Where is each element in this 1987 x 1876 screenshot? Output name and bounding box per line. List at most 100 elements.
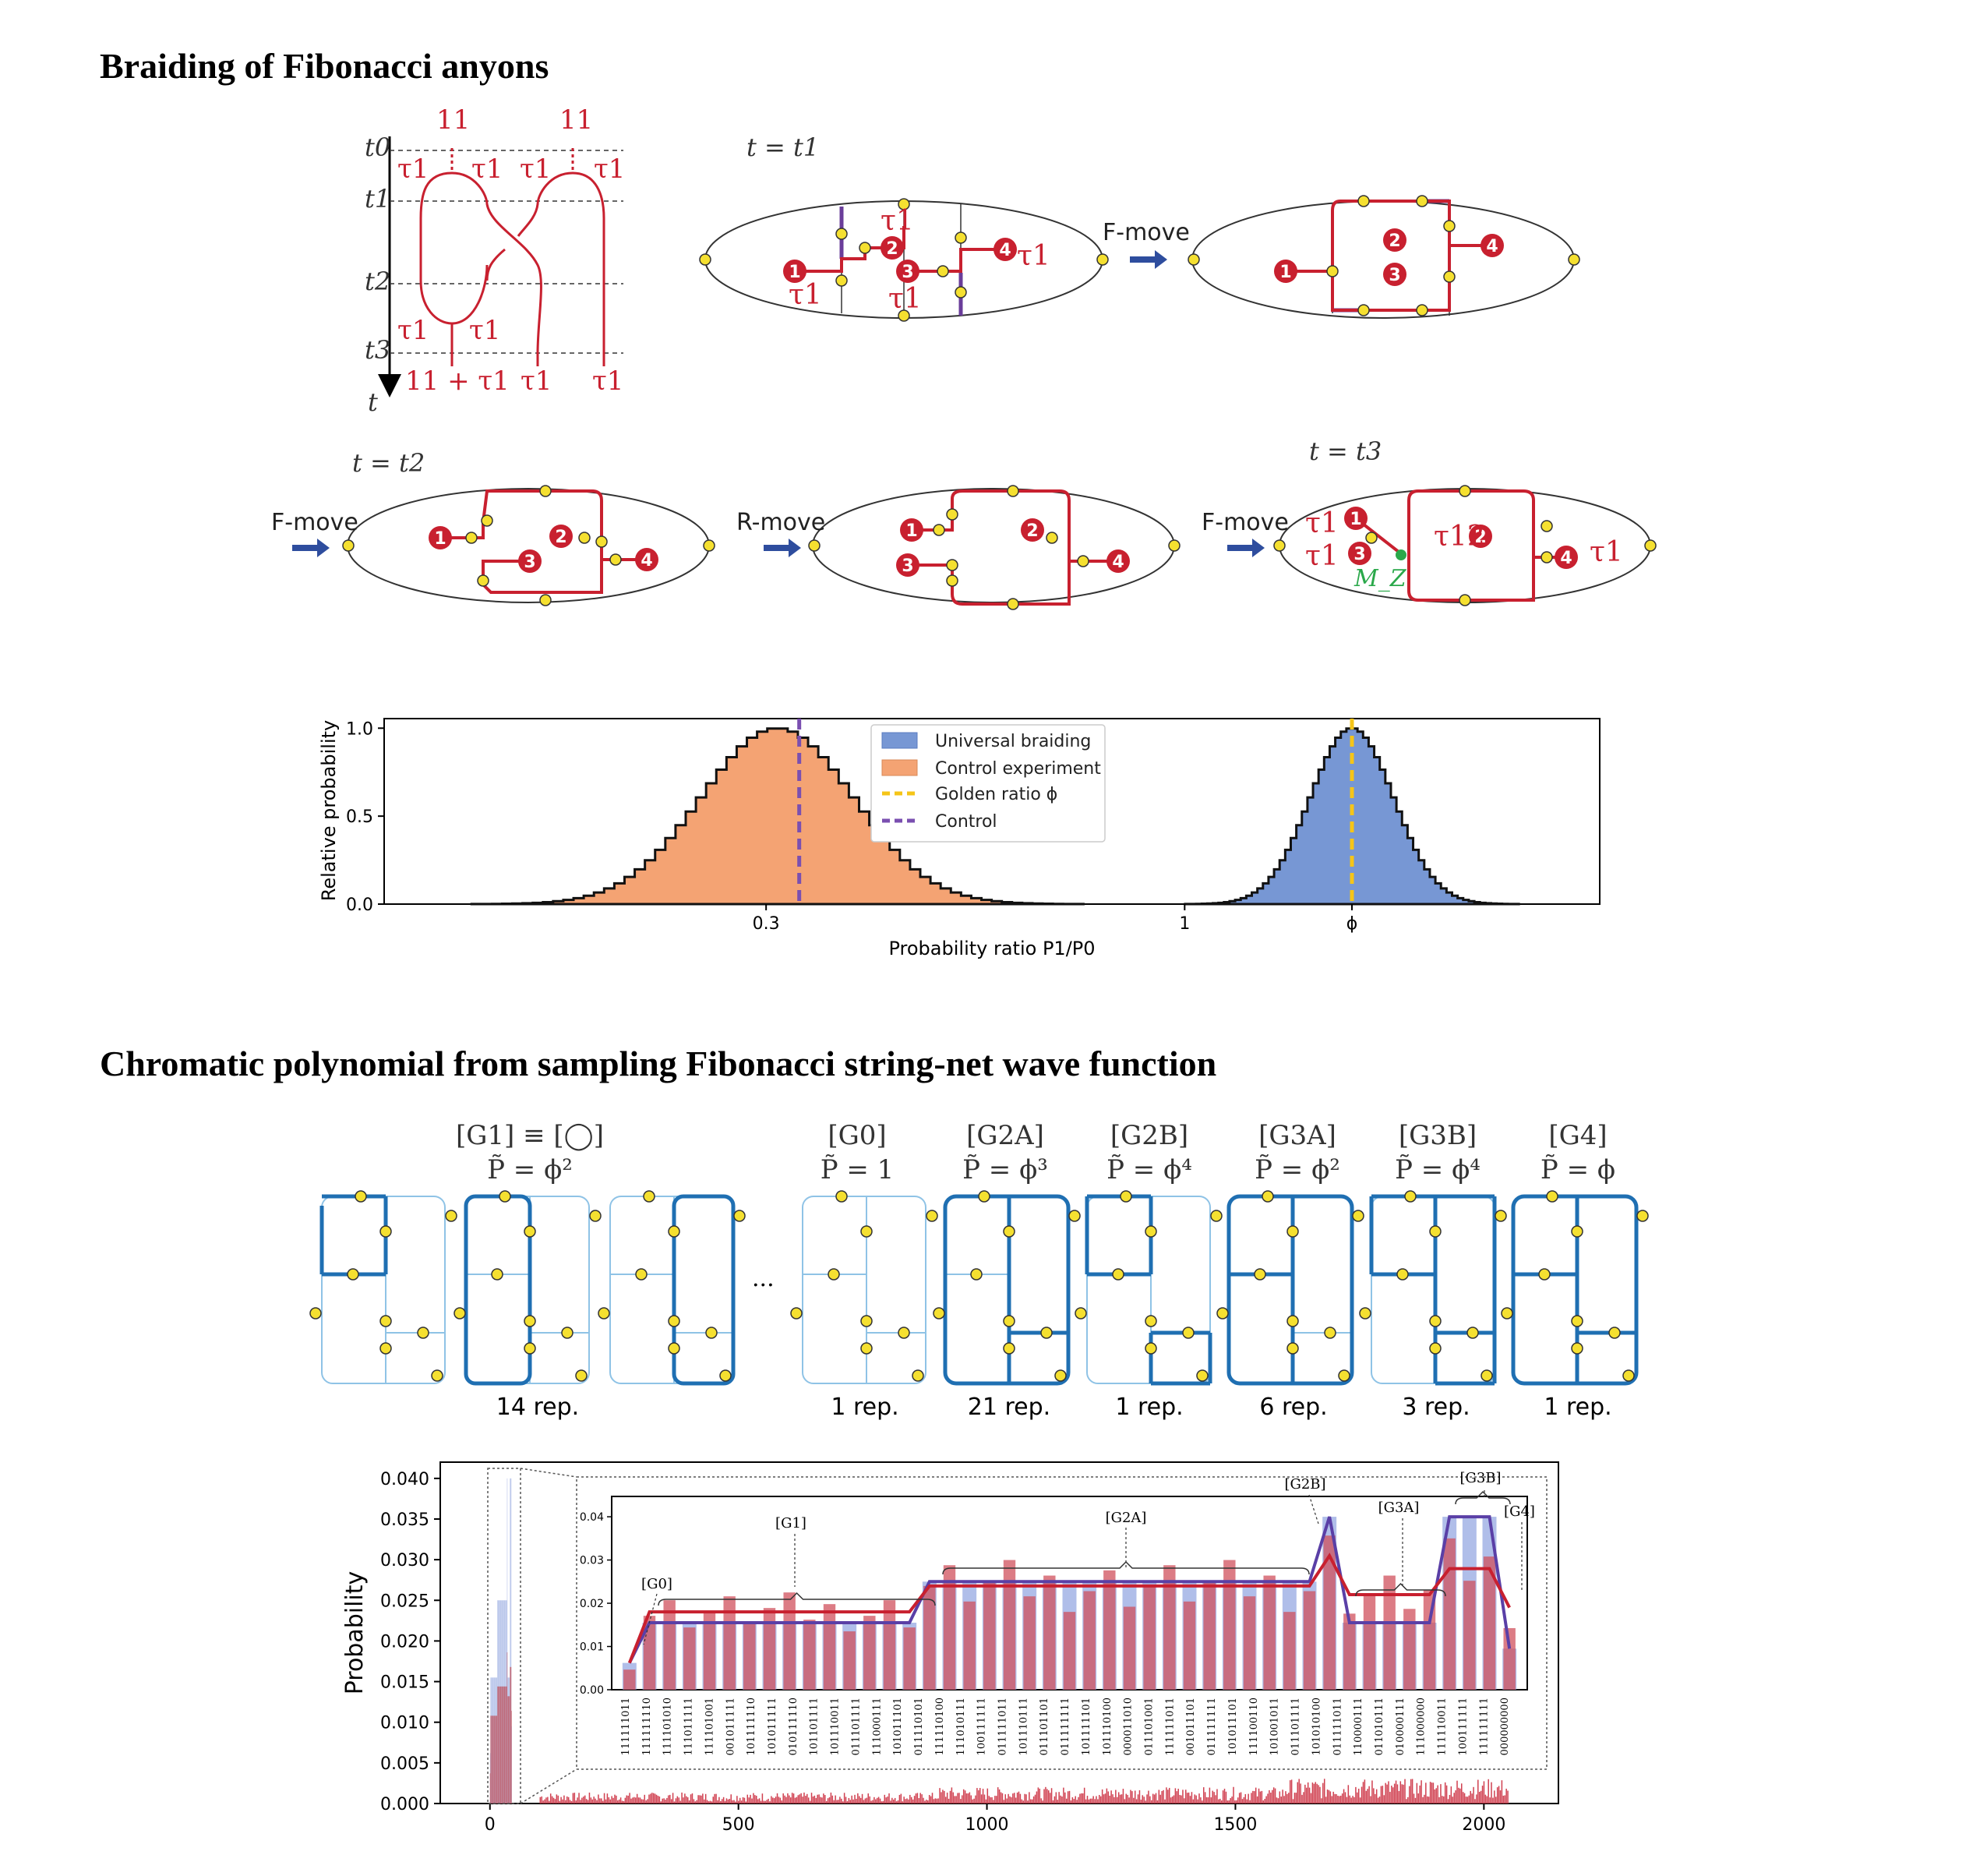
main-bar-tail (1115, 1789, 1117, 1804)
main-bar-tail (612, 1797, 614, 1804)
inset-category: 101001011 (1269, 1698, 1281, 1755)
main-bar-tail (1507, 1790, 1509, 1804)
main-bar-tail (1244, 1793, 1247, 1804)
inset-category: 001011101 (1185, 1698, 1197, 1755)
main-bar-tail (1321, 1798, 1322, 1804)
lattice-dot (1007, 485, 1019, 497)
main-bar-tail (856, 1798, 857, 1804)
inset-category: 011110101 (913, 1698, 925, 1755)
inset-bar-exp (1143, 1585, 1156, 1690)
main-bar-tail (1086, 1796, 1089, 1804)
main-bar-tail (665, 1799, 666, 1804)
main-bar-tail (652, 1793, 655, 1804)
main-bar-tail (1466, 1797, 1469, 1804)
braid-bottom-b: τ1 (521, 366, 552, 397)
main-bar-tail (863, 1800, 865, 1804)
main-bar-tail (1252, 1790, 1254, 1804)
main-bar-tail (1293, 1793, 1296, 1804)
main-bar-tail (772, 1797, 774, 1804)
main-bar-tail (679, 1800, 681, 1804)
legend-golden: Golden ratio ϕ (935, 785, 1057, 804)
inset-category: 100111111 (976, 1698, 988, 1755)
main-bar-tail (608, 1797, 610, 1804)
main-bar-tail (1198, 1793, 1200, 1804)
main-bar-tail (1401, 1784, 1403, 1804)
card-dot (598, 1307, 610, 1320)
svg-text:1: 1 (905, 521, 917, 541)
card-dot (790, 1307, 803, 1320)
main-bar-tail (1410, 1779, 1412, 1804)
main-bar-tail (1222, 1790, 1224, 1804)
main-bar-tail (1022, 1800, 1024, 1804)
main-bar-tail (1125, 1793, 1127, 1804)
graph-card-g1a (309, 1190, 457, 1384)
main-bar-tail (807, 1797, 810, 1804)
main-bar-tail (1378, 1797, 1381, 1804)
card-dot (978, 1190, 990, 1203)
main-bar-tail (979, 1788, 981, 1804)
main-bar-tail (1159, 1794, 1162, 1804)
main-bar-tail (551, 1796, 553, 1804)
main-bar-tail (619, 1797, 622, 1804)
main-bar-tail (1251, 1793, 1252, 1804)
main-bar-tail (1008, 1793, 1009, 1804)
main-bar-tail (1220, 1800, 1223, 1804)
main-bar-tail (1151, 1800, 1152, 1804)
main-bar-tail (1478, 1791, 1481, 1804)
inset-category: 101111101 (1081, 1698, 1092, 1755)
card-dot (1495, 1210, 1507, 1222)
main-bar-tail (1393, 1783, 1396, 1804)
main-bar-tail (779, 1797, 782, 1804)
braid-row1-a: τ1 (397, 154, 429, 185)
card-dot (1040, 1327, 1053, 1339)
main-bar-tail (1238, 1793, 1241, 1804)
lattice-dot (539, 485, 552, 497)
hist-xtick: ϕ (1346, 914, 1358, 934)
time-label-t2: t2 (365, 267, 390, 296)
inset-bar-exp (1103, 1570, 1116, 1690)
inset-ytick: 0.03 (580, 1555, 604, 1567)
main-bar-tail (913, 1796, 916, 1804)
main-bar-exp (505, 1686, 506, 1804)
main-bar-tail (933, 1799, 935, 1804)
main-bar-tail (584, 1795, 586, 1804)
anyon-node: 2 (549, 525, 573, 548)
card-dot (589, 1210, 602, 1222)
card-dot (719, 1369, 732, 1382)
main-bar-tail (775, 1797, 777, 1804)
main-bar-tail (851, 1795, 852, 1804)
main-bar-tail (1135, 1799, 1138, 1804)
inset-category: 011010111 (1374, 1698, 1385, 1755)
main-bar-tail (1326, 1789, 1329, 1804)
main-bar-tail (1426, 1796, 1428, 1804)
main-bar-tail (603, 1793, 605, 1804)
main-bar-exp (503, 1686, 504, 1804)
main-bar-tail (639, 1797, 641, 1804)
card-dot (1182, 1327, 1195, 1339)
card-dot (1120, 1190, 1132, 1203)
lattice-dot (1007, 598, 1019, 610)
main-bar-exp (497, 1686, 498, 1804)
main-bar-tail (1437, 1785, 1438, 1804)
main-bar-tail (1404, 1779, 1406, 1804)
main-bar-tail (675, 1798, 677, 1804)
main-bar-tail (1303, 1792, 1304, 1804)
main-bar-tail (852, 1799, 854, 1804)
main-bar-tail (1037, 1787, 1039, 1804)
main-bar-tail (823, 1793, 824, 1804)
main-bar-tail (778, 1797, 780, 1804)
graph-group-name: [G2B] (1110, 1120, 1188, 1151)
mz-label: M_Z (1353, 565, 1407, 592)
card-dot (1429, 1315, 1442, 1327)
anyon-node: 4 (1555, 546, 1578, 569)
main-bar-tail (626, 1795, 628, 1804)
main-bar-tail (1350, 1797, 1352, 1804)
main-bar-tail (754, 1795, 756, 1804)
inset-bar-exp (663, 1600, 676, 1690)
main-bar-tail (585, 1799, 588, 1804)
main-bar-tail (1246, 1799, 1248, 1804)
main-bar-tail (578, 1793, 580, 1804)
main-bar-exp (492, 1715, 493, 1804)
main-bar-tail (1234, 1800, 1236, 1804)
main-bar-tail (545, 1797, 547, 1804)
